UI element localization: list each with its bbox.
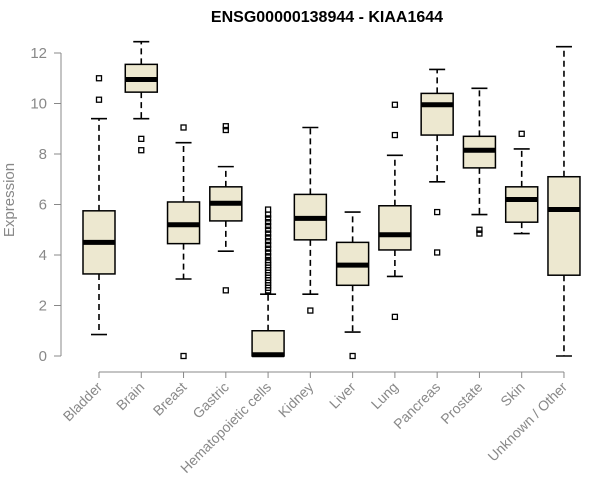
box-group bbox=[420, 68, 454, 256]
y-tick-label: 0 bbox=[39, 348, 47, 365]
box-group bbox=[335, 211, 370, 360]
outlier-point bbox=[476, 230, 483, 237]
y-tick-label: 2 bbox=[39, 298, 47, 315]
outlier-point bbox=[434, 208, 441, 216]
outlier-point bbox=[264, 206, 272, 213]
outlier-point bbox=[264, 230, 272, 237]
outlier-point bbox=[95, 75, 103, 82]
outlier-point bbox=[95, 96, 103, 103]
outlier-point bbox=[264, 222, 272, 230]
outlier-point bbox=[476, 226, 483, 233]
iqr-box bbox=[251, 330, 285, 357]
iqr-box bbox=[378, 205, 412, 251]
x-tick-label: Pancreas bbox=[390, 379, 443, 432]
outlier-point bbox=[264, 237, 272, 245]
outlier-point bbox=[264, 215, 272, 222]
y-axis: 0 2 4 6 8 10 12 bbox=[30, 45, 62, 365]
outlier-point bbox=[264, 253, 272, 260]
y-tick-label: 6 bbox=[39, 197, 47, 214]
y-tick-label: 10 bbox=[30, 96, 47, 113]
iqr-box bbox=[547, 175, 581, 276]
box-group bbox=[378, 101, 412, 321]
outlier-point bbox=[264, 226, 272, 233]
outlier-point bbox=[434, 249, 441, 256]
outlier-point bbox=[264, 256, 272, 264]
iqr-box bbox=[504, 186, 539, 223]
x-tick-label: Bladder bbox=[60, 379, 106, 425]
outlier-point bbox=[349, 352, 356, 360]
outlier-point bbox=[180, 352, 187, 360]
outlier-point bbox=[391, 313, 399, 321]
chart-title: ENSG00000138944 - KIAA1644 bbox=[211, 9, 443, 26]
x-tick-label: Prostate bbox=[437, 379, 485, 427]
plot-area bbox=[82, 40, 581, 360]
x-tick-label: Lung bbox=[368, 379, 401, 412]
outlier-point bbox=[264, 245, 272, 252]
outlier-point bbox=[264, 249, 272, 256]
outlier-point bbox=[222, 123, 229, 130]
box-group bbox=[209, 123, 243, 294]
outlier-point bbox=[180, 124, 187, 131]
x-tick-label: Skin bbox=[497, 379, 528, 410]
box-group bbox=[124, 40, 159, 154]
x-tick-label: Unknown / Other bbox=[484, 379, 570, 465]
box-group bbox=[251, 206, 285, 358]
outlier-point bbox=[518, 130, 525, 137]
outlier-point bbox=[222, 126, 229, 134]
box-group bbox=[166, 124, 201, 360]
box-group bbox=[293, 126, 328, 314]
outlier-point bbox=[264, 234, 272, 241]
outlier-point bbox=[138, 147, 145, 154]
outlier-point bbox=[391, 131, 399, 139]
box-group bbox=[504, 130, 539, 235]
outlier-point bbox=[307, 307, 314, 314]
y-axis-label: Expression bbox=[1, 163, 18, 237]
outlier-point bbox=[138, 135, 145, 143]
y-tick-label: 4 bbox=[39, 247, 47, 264]
box-group bbox=[82, 75, 116, 336]
x-tick-label: Liver bbox=[326, 379, 359, 412]
box-group bbox=[547, 45, 581, 357]
outlier-point bbox=[264, 241, 272, 249]
x-tick-label: Breast bbox=[150, 379, 190, 419]
x-tick-label: Brain bbox=[113, 379, 147, 413]
outlier-point bbox=[391, 101, 399, 108]
y-tick-label: 8 bbox=[39, 146, 47, 163]
outlier-point bbox=[264, 219, 272, 226]
x-tick-label: Kidney bbox=[275, 379, 317, 421]
iqr-box bbox=[420, 92, 454, 136]
outlier-point bbox=[222, 287, 229, 294]
box-group bbox=[462, 87, 497, 237]
y-tick-label: 12 bbox=[30, 45, 47, 62]
